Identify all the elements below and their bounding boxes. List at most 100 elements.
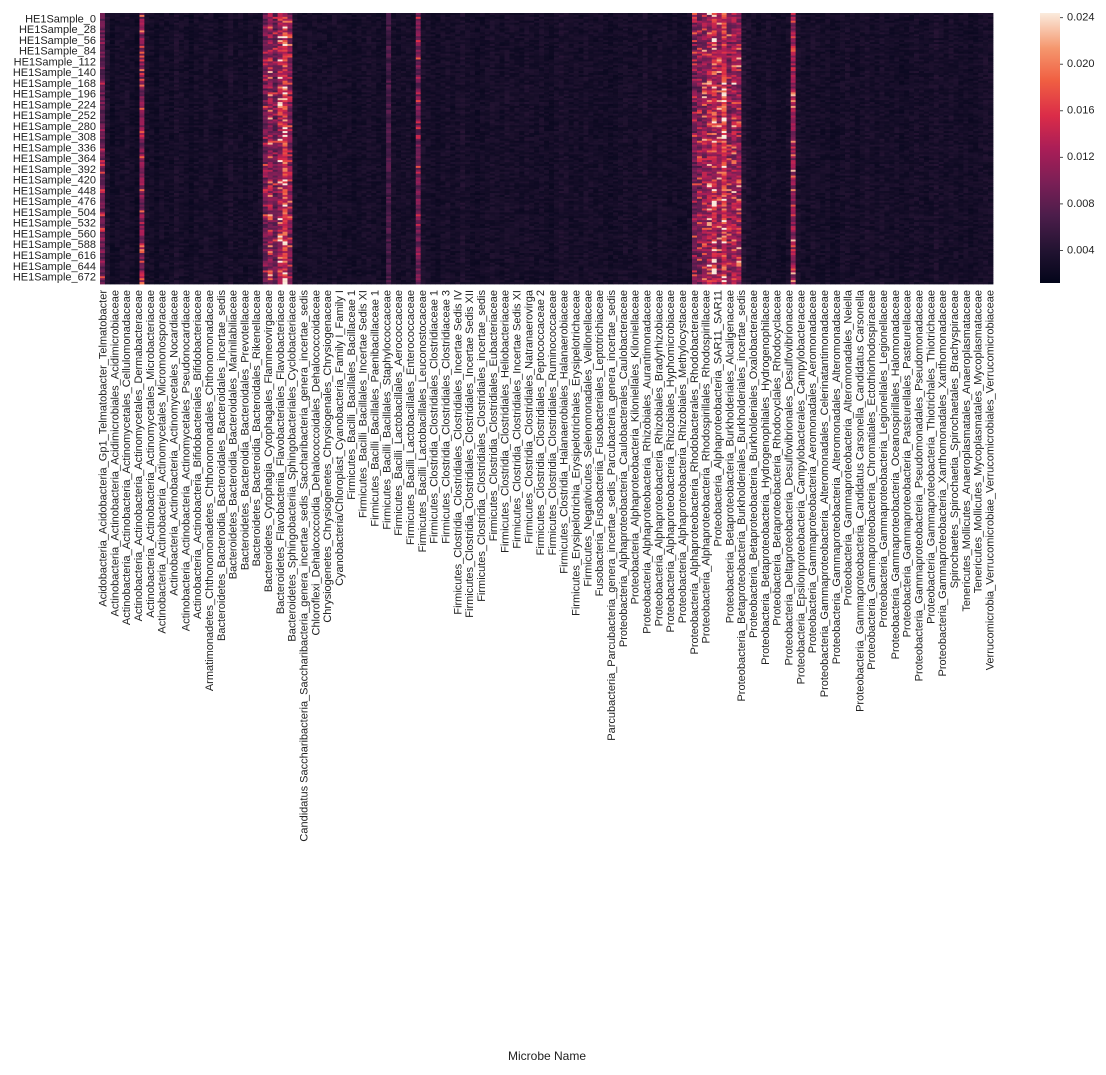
heatmap-cell xyxy=(178,140,185,144)
heatmap-cell xyxy=(213,109,219,113)
heatmap-cell xyxy=(114,200,121,204)
heatmap-cell xyxy=(129,61,135,64)
heatmap-cell xyxy=(104,251,111,254)
heatmap-cell xyxy=(114,239,121,242)
heatmap-cell xyxy=(100,266,106,269)
heatmap-cell xyxy=(208,239,214,242)
heatmap-cell xyxy=(228,111,234,115)
heatmap-cell xyxy=(164,256,170,260)
heatmap-cell xyxy=(164,80,170,84)
heatmap-cell xyxy=(188,162,195,165)
heatmap-cell xyxy=(198,235,204,238)
heatmap-cell xyxy=(218,109,224,113)
heatmap-cell xyxy=(223,144,229,147)
heatmap-cell xyxy=(174,173,180,176)
heatmap-cell xyxy=(134,121,140,124)
heatmap-cell xyxy=(223,71,229,74)
heatmap-cell xyxy=(193,177,200,180)
heatmap-cell xyxy=(134,152,140,155)
heatmap-cell xyxy=(208,247,214,250)
heatmap-cell xyxy=(183,251,190,254)
heatmap-cell xyxy=(169,266,175,269)
heatmap-cell xyxy=(109,194,116,198)
heatmap-cell xyxy=(159,100,165,103)
heatmap-cell xyxy=(154,18,160,22)
heatmap-cell xyxy=(109,169,116,173)
heatmap-cell xyxy=(228,282,234,285)
heatmap-cell xyxy=(154,134,160,138)
heatmap-cell xyxy=(159,34,165,37)
heatmap-cell xyxy=(129,100,135,103)
heatmap-cell xyxy=(198,185,204,188)
heatmap-cell xyxy=(100,251,106,254)
heatmap-cell xyxy=(144,169,150,173)
heatmap-cell xyxy=(114,183,121,186)
heatmap-cell xyxy=(164,202,170,206)
heatmap-cell xyxy=(193,165,200,169)
heatmap-cell xyxy=(208,154,214,157)
heatmap-cell xyxy=(193,185,200,188)
heatmap-cell xyxy=(198,148,204,151)
heatmap-cell xyxy=(193,73,200,76)
heatmap-cell xyxy=(223,276,229,279)
heatmap-cell xyxy=(159,152,165,155)
heatmap-cell xyxy=(100,69,106,72)
heatmap-cell xyxy=(223,167,229,171)
heatmap-cell xyxy=(178,69,185,72)
heatmap-cell xyxy=(139,251,145,254)
heatmap-cell xyxy=(203,34,209,37)
heatmap-cell xyxy=(188,227,195,231)
heatmap-cell xyxy=(208,214,214,217)
heatmap-cell xyxy=(208,162,214,165)
heatmap-cell xyxy=(193,140,200,144)
heatmap-cell xyxy=(164,177,170,180)
heatmap-cell xyxy=(218,278,224,281)
heatmap-cell xyxy=(223,231,229,235)
heatmap-cell xyxy=(208,260,214,264)
heatmap-cell xyxy=(129,133,135,136)
heatmap-cell xyxy=(109,150,116,153)
heatmap-cell xyxy=(174,154,180,157)
heatmap-cell xyxy=(233,119,239,122)
heatmap-cell xyxy=(188,235,195,238)
heatmap-cell xyxy=(129,241,135,244)
heatmap-cell xyxy=(129,74,135,78)
heatmap-cell xyxy=(114,208,121,211)
heatmap-cell xyxy=(188,212,195,215)
heatmap-cell xyxy=(100,38,106,41)
heatmap-cell xyxy=(223,196,229,200)
heatmap-cell xyxy=(104,214,111,217)
heatmap-cell xyxy=(213,59,219,62)
heatmap-cell xyxy=(129,90,135,93)
heatmap-cell xyxy=(218,239,224,242)
heatmap-cell xyxy=(134,88,140,91)
heatmap-cell xyxy=(104,136,111,140)
heatmap-cell xyxy=(129,237,135,240)
heatmap-cell xyxy=(119,212,126,215)
heatmap-cell xyxy=(188,24,195,27)
heatmap-cell xyxy=(213,84,219,87)
heatmap-cell xyxy=(124,260,130,264)
heatmap-cell xyxy=(198,42,204,45)
heatmap-cell xyxy=(188,61,195,64)
heatmap-cell xyxy=(134,266,140,269)
heatmap-cell xyxy=(238,239,244,242)
heatmap-cell xyxy=(119,214,126,217)
heatmap-cell xyxy=(203,113,209,116)
heatmap-cell xyxy=(114,189,121,192)
heatmap-cell xyxy=(223,191,229,194)
heatmap-cell xyxy=(134,175,140,178)
heatmap-cell xyxy=(243,258,249,262)
heatmap-cell xyxy=(159,36,165,39)
heatmap-cell xyxy=(188,208,195,211)
heatmap-cell xyxy=(213,196,219,200)
heatmap-cell xyxy=(233,51,239,55)
heatmap-cell xyxy=(188,40,195,43)
heatmap-cell xyxy=(238,229,244,233)
heatmap-cell xyxy=(109,32,116,35)
heatmap-cell xyxy=(139,117,145,120)
heatmap-cell xyxy=(164,179,170,182)
heatmap-cell xyxy=(233,223,239,227)
heatmap-cell xyxy=(178,14,185,18)
heatmap-cell xyxy=(139,214,145,217)
